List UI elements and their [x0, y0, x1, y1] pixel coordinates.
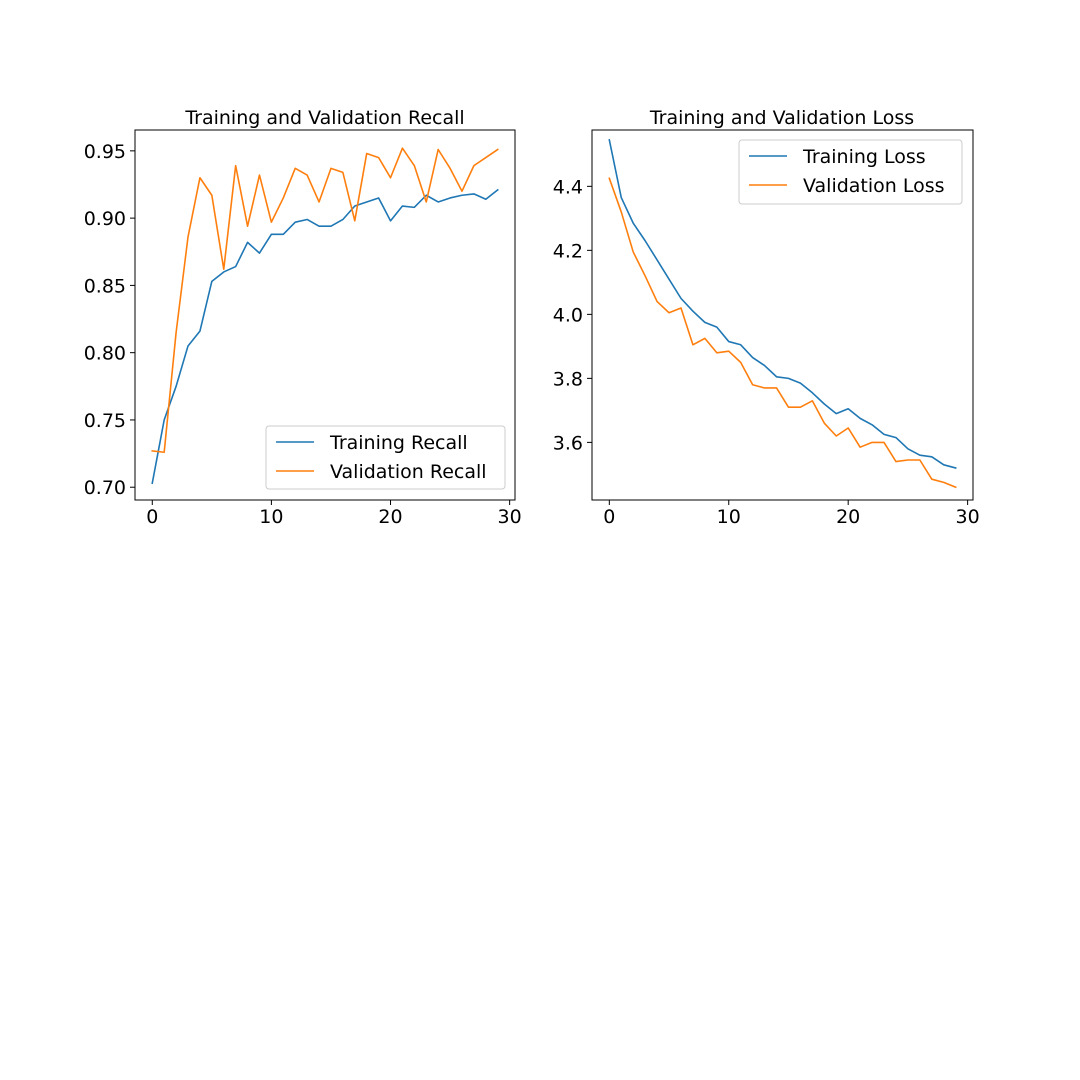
series-line-training-recall: [151, 188, 499, 485]
plot-lines: [151, 147, 499, 485]
y-tick-label: 4.4: [553, 176, 583, 198]
x-tick-label: 10: [717, 506, 741, 528]
legend-label-validation: Validation Recall: [330, 461, 487, 483]
x-tick-label: 30: [498, 506, 522, 528]
axes-frame: [591, 129, 974, 501]
y-tick-label: 0.95: [84, 141, 126, 163]
x-tick-label: 0: [146, 506, 158, 528]
y-tick-label: 0.85: [84, 275, 126, 297]
recall-chart: Training and Validation Recall 0 10 20 30 0…: [84, 107, 522, 528]
x-tick-label: 10: [259, 506, 283, 528]
legend: Training Loss Validation Loss: [738, 139, 963, 205]
loss-chart: Training and Validation Loss 0 10 20 30 3.6…: [553, 107, 980, 528]
legend-label-training: Training Recall: [329, 432, 468, 454]
y-tick-label: 0.80: [84, 343, 126, 365]
x-tick-label: 20: [378, 506, 402, 528]
y-tick-label: 4.2: [553, 240, 583, 262]
legend-label-training: Training Loss: [802, 146, 926, 168]
x-tick-label: 30: [956, 506, 980, 528]
x-axis: 0 10 20 30: [603, 500, 980, 528]
legend-box: [738, 139, 963, 205]
series-line-validation-loss: [608, 177, 957, 489]
y-tick-label: 0.75: [84, 410, 126, 432]
legend: Training Recall Validation Recall: [265, 425, 506, 490]
y-tick-label: 3.6: [553, 432, 583, 454]
y-axis: 0.70 0.75 0.80 0.85 0.90 0.95: [84, 141, 135, 499]
chart-title: Training and Validation Loss: [649, 107, 914, 129]
y-tick-label: 4.0: [553, 304, 583, 326]
legend-box: [265, 425, 506, 490]
series-line-validation-recall: [151, 147, 499, 454]
chart-title: Training and Validation Recall: [184, 107, 464, 129]
x-axis: 0 10 20 30: [146, 500, 522, 528]
plot-lines: [608, 138, 957, 489]
axes-frame: [134, 129, 516, 501]
x-tick-label: 20: [836, 506, 860, 528]
x-tick-label: 0: [603, 506, 615, 528]
y-tick-label: 0.90: [84, 208, 126, 230]
legend-label-validation: Validation Loss: [803, 175, 945, 197]
series-line-training-loss: [608, 138, 957, 469]
y-axis: 3.6 3.8 4.0 4.2 4.4: [553, 176, 592, 454]
y-tick-label: 0.70: [84, 477, 126, 499]
y-tick-label: 3.8: [553, 368, 583, 390]
